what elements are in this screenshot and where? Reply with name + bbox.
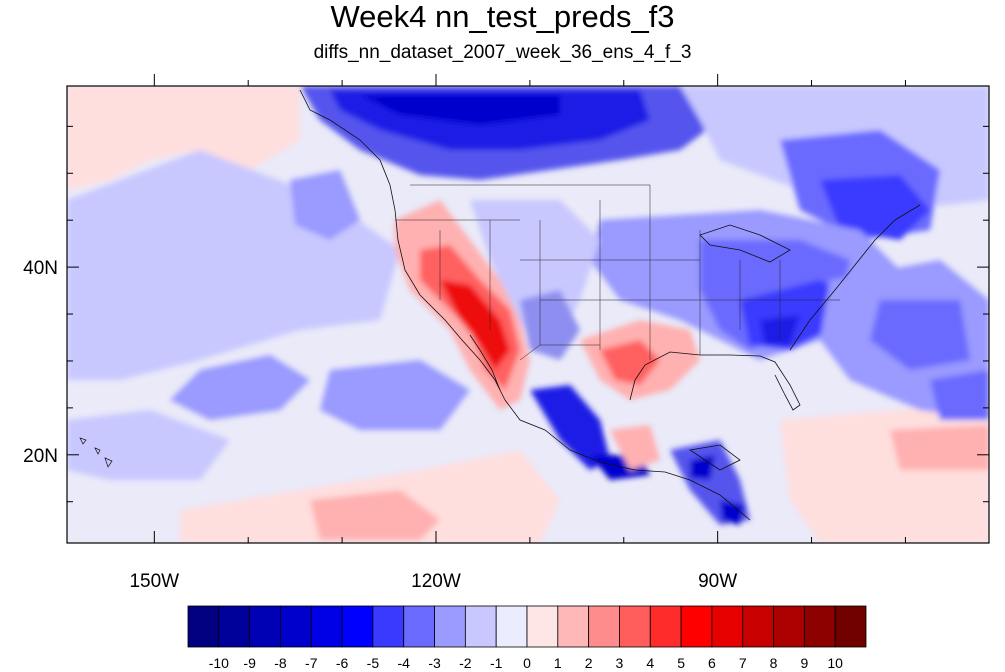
- colorbar-label: 1: [554, 655, 562, 671]
- hawaii-islands: [79, 437, 113, 468]
- colorbar-label: 0: [523, 655, 531, 671]
- state-borders: [395, 184, 840, 361]
- colorbar-swatch: [711, 605, 744, 648]
- colorbar-label: -3: [428, 655, 441, 671]
- colorbar-label: -5: [367, 655, 380, 671]
- y-tick-label: 20N: [23, 446, 58, 467]
- colorbar-swatch: [249, 605, 281, 648]
- central-america-dark: [720, 500, 745, 525]
- east-pink-band: [890, 425, 989, 470]
- axis-ticks: [67, 74, 989, 543]
- colorbar-swatch: [834, 605, 867, 648]
- colorbar-swatch: [557, 605, 590, 648]
- x-tick-label: 150W: [129, 571, 179, 592]
- colorbar-swatch: [372, 605, 405, 648]
- colorbar-label: -4: [398, 655, 411, 671]
- colorbar-swatch: [742, 605, 774, 648]
- pacific-light-red-area: [67, 86, 300, 190]
- mexico-pink: [610, 425, 660, 470]
- colorbar-swatch: [495, 605, 528, 648]
- yucatan-coastline: [688, 444, 741, 471]
- baja-coastline: [469, 334, 501, 391]
- colorbar: -10 -9 -8 -7 -6 -5 -4 -3 -2 -1 0 1 2 3 4 5 6 7 8 9 10: [187, 605, 867, 671]
- canada-dark-blue-core: [360, 95, 560, 125]
- colorbar-swatch: [218, 605, 251, 648]
- texas-red-core: [600, 340, 660, 385]
- mountain-mid-blue: [520, 290, 580, 360]
- colorbar-swatch: [680, 605, 713, 648]
- pacific-mid-blue-area: [320, 360, 470, 430]
- mexico-coastline: [504, 399, 751, 521]
- colorbar-swatch: [280, 605, 312, 648]
- colorbar-swatch: [187, 605, 220, 648]
- west-dark-red: [440, 280, 510, 370]
- colorbar-swatch: [649, 605, 682, 648]
- east-coastline: [789, 204, 921, 351]
- colorbar-swatch: [773, 605, 805, 648]
- east-canada-blue: [820, 175, 930, 240]
- great-lakes: [699, 224, 791, 263]
- colorbar-swatch: [526, 605, 559, 648]
- colorbar-label: -9: [243, 655, 256, 671]
- colorbar-label: -1: [490, 655, 503, 671]
- colorbar-label: 4: [646, 655, 654, 671]
- colorbar-swatch: [403, 605, 435, 648]
- gulf-coastline: [629, 351, 801, 411]
- west-coastline: [299, 89, 506, 401]
- colorbar-label: -10: [209, 655, 229, 671]
- central-america-dark: [690, 455, 715, 480]
- colorbar-label: -8: [274, 655, 287, 671]
- colorbar-label: 3: [616, 655, 624, 671]
- coastlines: [299, 89, 921, 521]
- colorbar-label: 9: [800, 655, 808, 671]
- x-tick-label: 90W: [698, 571, 737, 592]
- colorbar-swatch: [434, 605, 466, 648]
- pacific-mid-blue-area: [67, 410, 230, 480]
- colorbar-label: 6: [708, 655, 716, 671]
- south-pink-band: [310, 490, 440, 540]
- map-subtitle: diffs_nn_dataset_2007_week_36_ens_4_f_3: [313, 42, 692, 63]
- colorbar-swatch: [464, 605, 497, 648]
- colorbar-label: 5: [677, 655, 685, 671]
- atlantic-east-blue: [930, 370, 989, 420]
- colorbar-swatch: [310, 605, 343, 648]
- east-pink-band: [780, 400, 989, 543]
- colorbar-label: -2: [459, 655, 472, 671]
- map-title: Week4 nn_test_preds_f3: [330, 0, 675, 34]
- colorbar-label: 2: [585, 655, 593, 671]
- colorbar-label: 8: [770, 655, 778, 671]
- colorbar-label: 7: [739, 655, 747, 671]
- colorbar-swatch: [619, 605, 651, 648]
- atlantic-mid-blue: [870, 300, 970, 370]
- colorbar-swatch: [341, 605, 374, 648]
- pacific-mid-blue-area: [170, 355, 310, 420]
- colorbar-swatch: [588, 605, 620, 648]
- colorbar-swatch: [803, 605, 836, 648]
- colorbar-label: -6: [336, 655, 349, 671]
- pacific-mid-blue-area: [290, 170, 360, 240]
- anomaly-field: [67, 86, 989, 543]
- mexico-dark-blue: [530, 385, 610, 470]
- colorbar-label: -7: [305, 655, 318, 671]
- colorbar-label: 10: [827, 655, 843, 671]
- y-tick-label: 40N: [23, 258, 58, 279]
- axis-tick-labels: 150W 120W 90W 40N 20N: [23, 258, 737, 592]
- x-tick-label: 120W: [411, 571, 461, 592]
